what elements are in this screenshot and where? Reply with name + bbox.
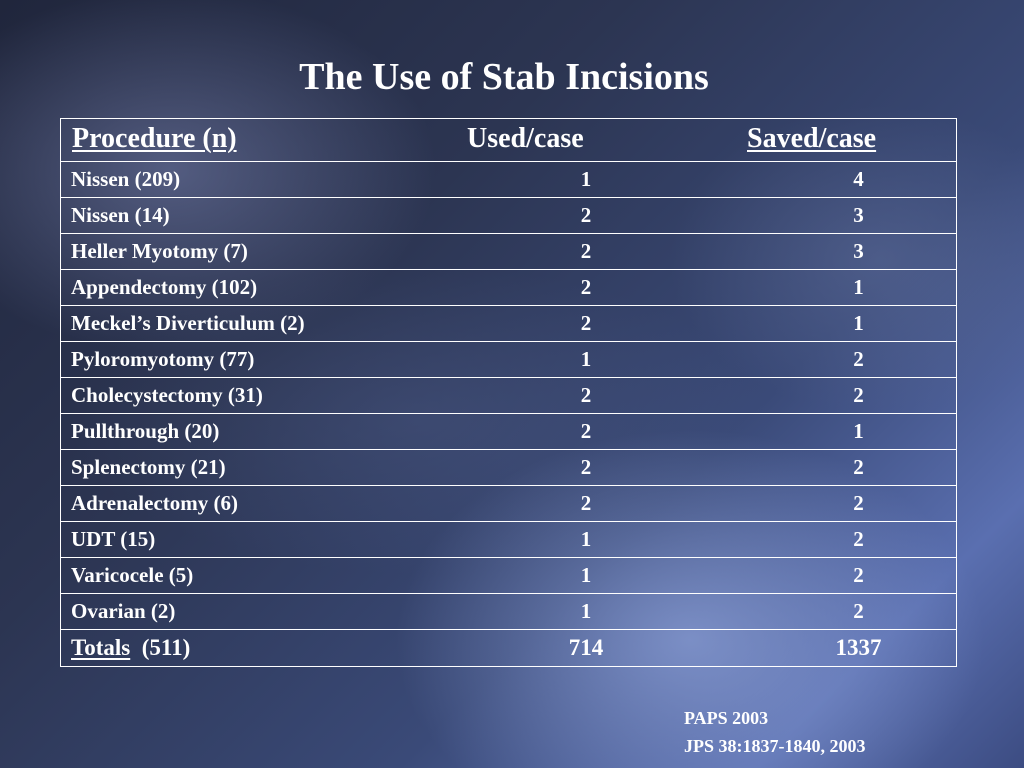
procedure-cell: Splenectomy (21) xyxy=(60,449,461,486)
saved-per-case-cell: 1 xyxy=(681,269,957,306)
totals-n: (511) xyxy=(141,635,191,660)
citation-line-2: JPS 38:1837-1840, 2003 xyxy=(684,736,866,756)
table-header-row: Procedure (n) Used/case Saved/case xyxy=(60,118,957,162)
used-per-case-cell: 2 xyxy=(461,305,681,342)
used-per-case-cell: 2 xyxy=(461,413,681,450)
saved-per-case-cell: 1 xyxy=(681,413,957,450)
stab-incisions-table: Procedure (n) Used/case Saved/case Nisse… xyxy=(60,118,957,667)
saved-per-case-cell: 4 xyxy=(681,161,957,198)
table-row: Varicocele (5) 1 2 xyxy=(60,557,957,594)
procedure-cell: Appendectomy (102) xyxy=(60,269,461,306)
table-row: Heller Myotomy (7) 2 3 xyxy=(60,233,957,270)
table-row: UDT (15) 1 2 xyxy=(60,521,957,558)
procedure-cell: Ovarian (2) xyxy=(60,593,461,630)
used-per-case-cell: 2 xyxy=(461,233,681,270)
table-row: Pullthrough (20) 2 1 xyxy=(60,413,957,450)
saved-per-case-cell: 3 xyxy=(681,197,957,234)
saved-per-case-cell: 2 xyxy=(681,449,957,486)
procedure-cell: UDT (15) xyxy=(60,521,461,558)
saved-per-case-cell: 2 xyxy=(681,377,957,414)
table-row: Pyloromyotomy (77) 1 2 xyxy=(60,341,957,378)
used-per-case-cell: 2 xyxy=(461,485,681,522)
table-row: Meckel’s Diverticulum (2) 2 1 xyxy=(60,305,957,342)
procedure-cell: Pullthrough (20) xyxy=(60,413,461,450)
table-row: Nissen (209) 1 4 xyxy=(60,161,957,198)
totals-label: Totals xyxy=(71,635,131,660)
saved-per-case-cell: 2 xyxy=(681,557,957,594)
used-per-case-cell: 1 xyxy=(461,521,681,558)
table-row: Nissen (14) 2 3 xyxy=(60,197,957,234)
table-header: Procedure (n) Used/case Saved/case xyxy=(60,118,957,162)
procedure-cell: Cholecystectomy (31) xyxy=(60,377,461,414)
saved-per-case-cell: 1 xyxy=(681,305,957,342)
used-per-case-cell: 1 xyxy=(461,161,681,198)
used-per-case-cell: 1 xyxy=(461,341,681,378)
table-row: Appendectomy (102) 2 1 xyxy=(60,269,957,306)
totals-used: 714 xyxy=(461,629,681,667)
citation-line-1: PAPS 2003 xyxy=(684,708,769,728)
totals-saved: 1337 xyxy=(681,629,957,667)
table-row: Adrenalectomy (6) 2 2 xyxy=(60,485,957,522)
slide-title: The Use of Stab Incisions xyxy=(299,56,709,98)
procedure-cell: Meckel’s Diverticulum (2) xyxy=(60,305,461,342)
table-row: Splenectomy (21) 2 2 xyxy=(60,449,957,486)
used-per-case-cell: 1 xyxy=(461,593,681,630)
header-used-per-case: Used/case xyxy=(467,123,584,154)
used-per-case-cell: 2 xyxy=(461,377,681,414)
saved-per-case-cell: 2 xyxy=(681,521,957,558)
procedure-cell: Adrenalectomy (6) xyxy=(60,485,461,522)
header-saved-per-case: Saved/case xyxy=(747,123,877,154)
used-per-case-cell: 2 xyxy=(461,197,681,234)
saved-per-case-cell: 2 xyxy=(681,341,957,378)
saved-per-case-cell: 3 xyxy=(681,233,957,270)
totals-row: Totals (511) 714 1337 xyxy=(60,629,957,667)
used-per-case-cell: 1 xyxy=(461,557,681,594)
used-per-case-cell: 2 xyxy=(461,269,681,306)
procedure-cell: Nissen (209) xyxy=(60,161,461,198)
saved-per-case-cell: 2 xyxy=(681,593,957,630)
procedure-cell: Pyloromyotomy (77) xyxy=(60,341,461,378)
table-row: Ovarian (2) 1 2 xyxy=(60,593,957,630)
table-row: Cholecystectomy (31) 2 2 xyxy=(60,377,957,414)
header-procedure: Procedure (n) xyxy=(72,123,237,154)
used-per-case-cell: 2 xyxy=(461,449,681,486)
table-body: Nissen (209) 1 4 Nissen (14) 2 3 Heller Myotom… xyxy=(60,161,957,667)
procedure-cell: Nissen (14) xyxy=(60,197,461,234)
procedure-cell: Heller Myotomy (7) xyxy=(60,233,461,270)
saved-per-case-cell: 2 xyxy=(681,485,957,522)
totals-label-cell: Totals (511) xyxy=(60,629,461,667)
citation: PAPS 2003 JPS 38:1837-1840, 2003 xyxy=(684,704,866,760)
procedure-cell: Varicocele (5) xyxy=(60,557,461,594)
